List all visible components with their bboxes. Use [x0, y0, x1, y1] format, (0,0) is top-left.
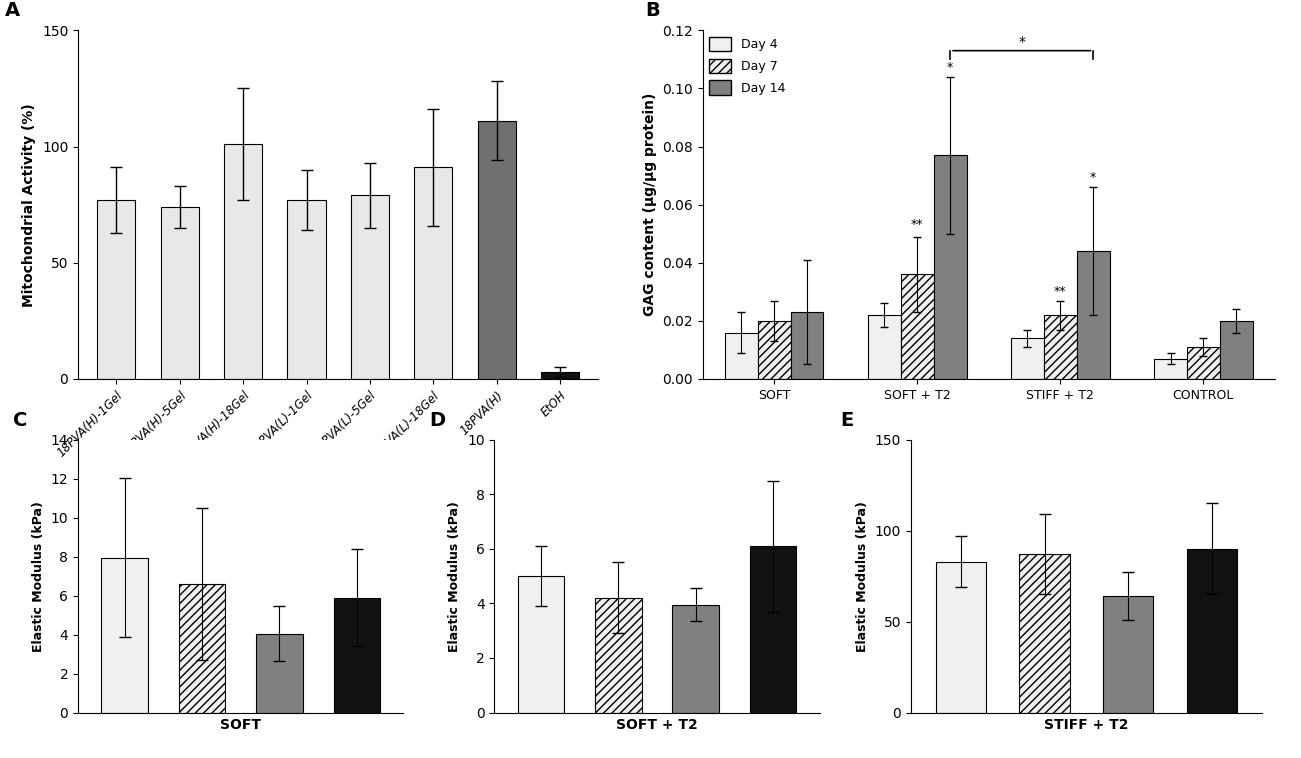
X-axis label: SOFT: SOFT [220, 718, 262, 732]
Bar [288, 200, 325, 379]
Text: E: E [840, 411, 853, 430]
Bar [1220, 321, 1253, 379]
Bar [518, 576, 565, 713]
Text: *: * [1019, 35, 1025, 49]
Bar [1020, 554, 1069, 713]
Bar [415, 168, 453, 379]
X-axis label: STIFF + T2: STIFF + T2 [1045, 718, 1128, 732]
Bar [351, 196, 389, 379]
Bar [1187, 549, 1237, 713]
Bar [749, 546, 796, 713]
Bar [1077, 251, 1110, 379]
Text: **: ** [911, 218, 924, 231]
Bar [1154, 359, 1187, 379]
Bar [900, 274, 934, 379]
Bar [256, 634, 303, 713]
Text: B: B [645, 2, 660, 20]
Text: C: C [13, 411, 27, 430]
Bar [1043, 315, 1077, 379]
Bar [934, 155, 967, 379]
Bar [178, 584, 225, 713]
Bar [333, 597, 380, 713]
Y-axis label: Elastic Modulus (kPa): Elastic Modulus (kPa) [856, 500, 869, 652]
Bar [1011, 338, 1043, 379]
Bar [541, 372, 579, 379]
Text: *: * [1090, 171, 1097, 184]
Text: D: D [429, 411, 445, 430]
Bar [1187, 347, 1220, 379]
Bar [791, 312, 824, 379]
Bar [673, 605, 719, 713]
Bar [595, 598, 641, 713]
Bar [101, 558, 148, 713]
Y-axis label: GAG content (μg/μg protein): GAG content (μg/μg protein) [643, 93, 657, 316]
Bar [725, 333, 757, 379]
Bar [477, 121, 516, 379]
X-axis label: SOFT + T2: SOFT + T2 [617, 718, 697, 732]
Bar [868, 315, 900, 379]
Bar [1103, 596, 1153, 713]
Bar [757, 321, 791, 379]
Bar [224, 144, 262, 379]
Bar [160, 207, 199, 379]
Y-axis label: Mitochondrial Activity (%): Mitochondrial Activity (%) [22, 103, 36, 306]
Text: *: * [947, 61, 954, 74]
Y-axis label: Elastic Modulus (kPa): Elastic Modulus (kPa) [449, 500, 462, 652]
Bar [98, 200, 135, 379]
Text: **: ** [1054, 285, 1067, 298]
Bar [935, 562, 986, 713]
Y-axis label: Elastic Modulus (kPa): Elastic Modulus (kPa) [33, 500, 46, 652]
Text: A: A [5, 2, 21, 20]
Legend: Day 4, Day 7, Day 14: Day 4, Day 7, Day 14 [709, 36, 786, 95]
